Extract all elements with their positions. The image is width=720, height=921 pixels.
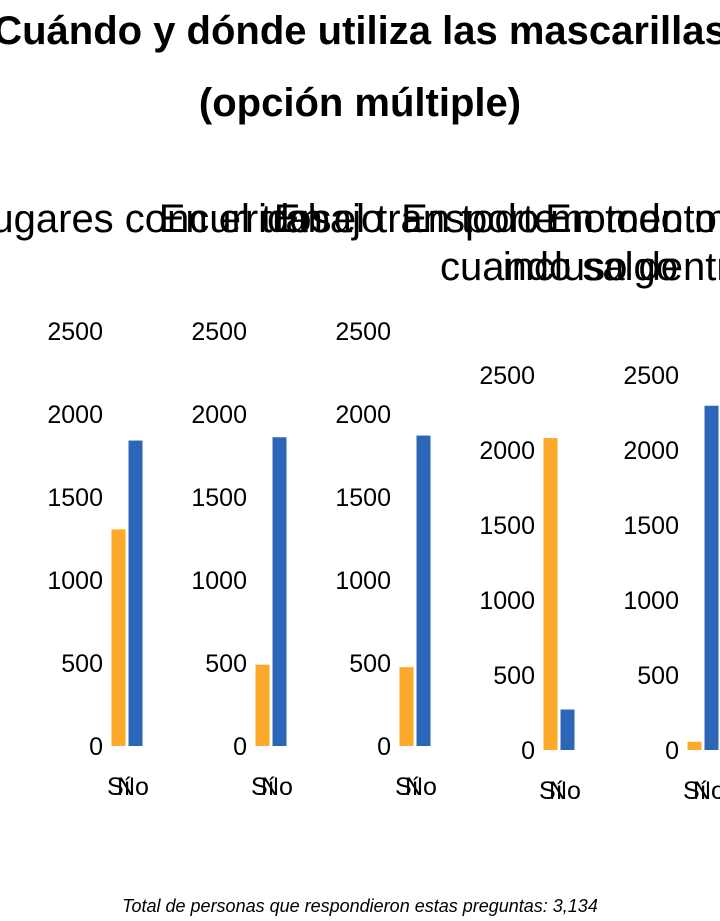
panel-1-ytick-2500: 2500 [47, 318, 103, 346]
panel-2-ytick-1000: 1000 [191, 567, 247, 595]
panel-5-ytick-500: 500 [637, 662, 679, 690]
panel-4-bar-si [543, 438, 558, 750]
panel-2-ytick-1500: 1500 [191, 484, 247, 512]
panel-3-ytick-2000: 2000 [335, 401, 391, 429]
panel-4-ytick-1000: 1000 [479, 587, 535, 615]
panel-4-ytick-0: 0 [521, 737, 535, 765]
panel-1: En lugares concurridos 0 500 1000 1500 2000 25… [0, 197, 332, 801]
panel-5-ytick-1500: 1500 [623, 512, 679, 540]
panel-4-ytick-1500: 1500 [479, 512, 535, 540]
panel-4-bar-no [560, 709, 575, 750]
panel-1-bar-si [111, 529, 126, 746]
panel-5-ytick-2000: 2000 [623, 437, 679, 465]
panel-1-ytick-2000: 2000 [47, 401, 103, 429]
panel-3-ytick-1500: 1500 [335, 484, 391, 512]
panel-5-title-line-1: En todo momento [545, 197, 720, 241]
panel-5-category-si: Sí [683, 777, 707, 805]
panel-3-ytick-1000: 1000 [335, 567, 391, 595]
panel-3-ytick-500: 500 [349, 650, 391, 678]
panel-1-title-line-1: En lugares concurridos [0, 197, 332, 241]
panel-3-title-line-1: En el transporte [274, 197, 556, 241]
panel-2-title-line-1: En el trabajo [159, 197, 384, 241]
panel-2-bar-si [255, 664, 270, 746]
chart-title-line-1: Cuándo y dónde utiliza las mascarillas [0, 9, 720, 53]
panel-2-bar-no [272, 437, 287, 746]
panel-1-category-no: No [117, 773, 149, 801]
panel-1-ytick-1000: 1000 [47, 567, 103, 595]
panel-2-ytick-2000: 2000 [191, 401, 247, 429]
panel-3-category-si: Sí [395, 773, 419, 801]
footnote: Total de personas que respondieron estas… [122, 896, 598, 916]
panel-2-ytick-500: 500 [205, 650, 247, 678]
panel-5-ytick-2500: 2500 [623, 362, 679, 390]
panel-5-bar-si [687, 741, 702, 750]
panel-3-category-no: No [405, 773, 437, 801]
panel-2-category-no: No [261, 773, 293, 801]
chart-panels: En lugares concurridos 0 500 1000 1500 2000 25… [0, 197, 720, 805]
panel-3-ytick-2500: 2500 [335, 318, 391, 346]
chart-title-line-2: (opción múltiple) [199, 81, 521, 125]
panel-4-title-line-1: En todo momento [401, 197, 717, 241]
panel-5-title-line-2: incluso dentro de casa [503, 245, 720, 289]
panel-5-ytick-1000: 1000 [623, 587, 679, 615]
panel-3-bar-no [416, 435, 431, 746]
panel-2-category-si: Sí [251, 773, 275, 801]
panel-2-ytick-0: 0 [233, 733, 247, 761]
panel-1-ytick-0: 0 [89, 733, 103, 761]
panel-4-category-no: No [549, 777, 581, 805]
panel-3-bar-si [399, 667, 414, 746]
panel-4-ytick-2000: 2000 [479, 437, 535, 465]
panel-1-ytick-500: 500 [61, 650, 103, 678]
panel-3-ytick-0: 0 [377, 733, 391, 761]
panel-5-bar-no [704, 405, 719, 750]
panel-5-category-no: No [693, 777, 720, 805]
panel-4-category-si: Sí [539, 777, 563, 805]
panel-4-ytick-2500: 2500 [479, 362, 535, 390]
panel-2-ytick-2500: 2500 [191, 318, 247, 346]
panel-1-ytick-1500: 1500 [47, 484, 103, 512]
panel-5: En todo momentoincluso dentro de casa 0 50… [503, 197, 720, 805]
panel-4-ytick-500: 500 [493, 662, 535, 690]
panel-1-category-si: Sí [107, 773, 131, 801]
panel-5-ytick-0: 0 [665, 737, 679, 765]
panel-4-title-line-2: cuando salgo [440, 245, 678, 289]
panel-1-bar-no [128, 440, 143, 746]
